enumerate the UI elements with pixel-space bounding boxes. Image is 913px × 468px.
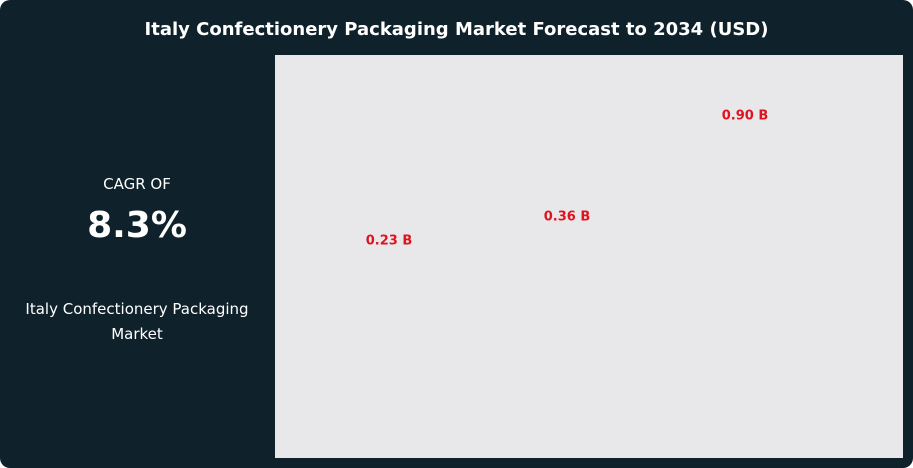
side-panel: CAGR OF 8.3% Italy Confectionery Packagi…	[0, 55, 274, 468]
value-label: 0.23 B	[366, 234, 413, 249]
market-name: Italy Confectionery Packaging Market	[25, 300, 249, 343]
plot-area	[275, 55, 903, 458]
chart: 0.23 B 0.36 B 0.90 B	[275, 55, 903, 458]
value-label: 0.90 B	[722, 109, 769, 124]
chart-title: Italy Confectionery Packaging Market For…	[144, 19, 769, 40]
value-label: 0.36 B	[544, 209, 591, 224]
cagr-label: CAGR OF	[103, 175, 171, 193]
cagr-value: 8.3%	[87, 205, 187, 246]
